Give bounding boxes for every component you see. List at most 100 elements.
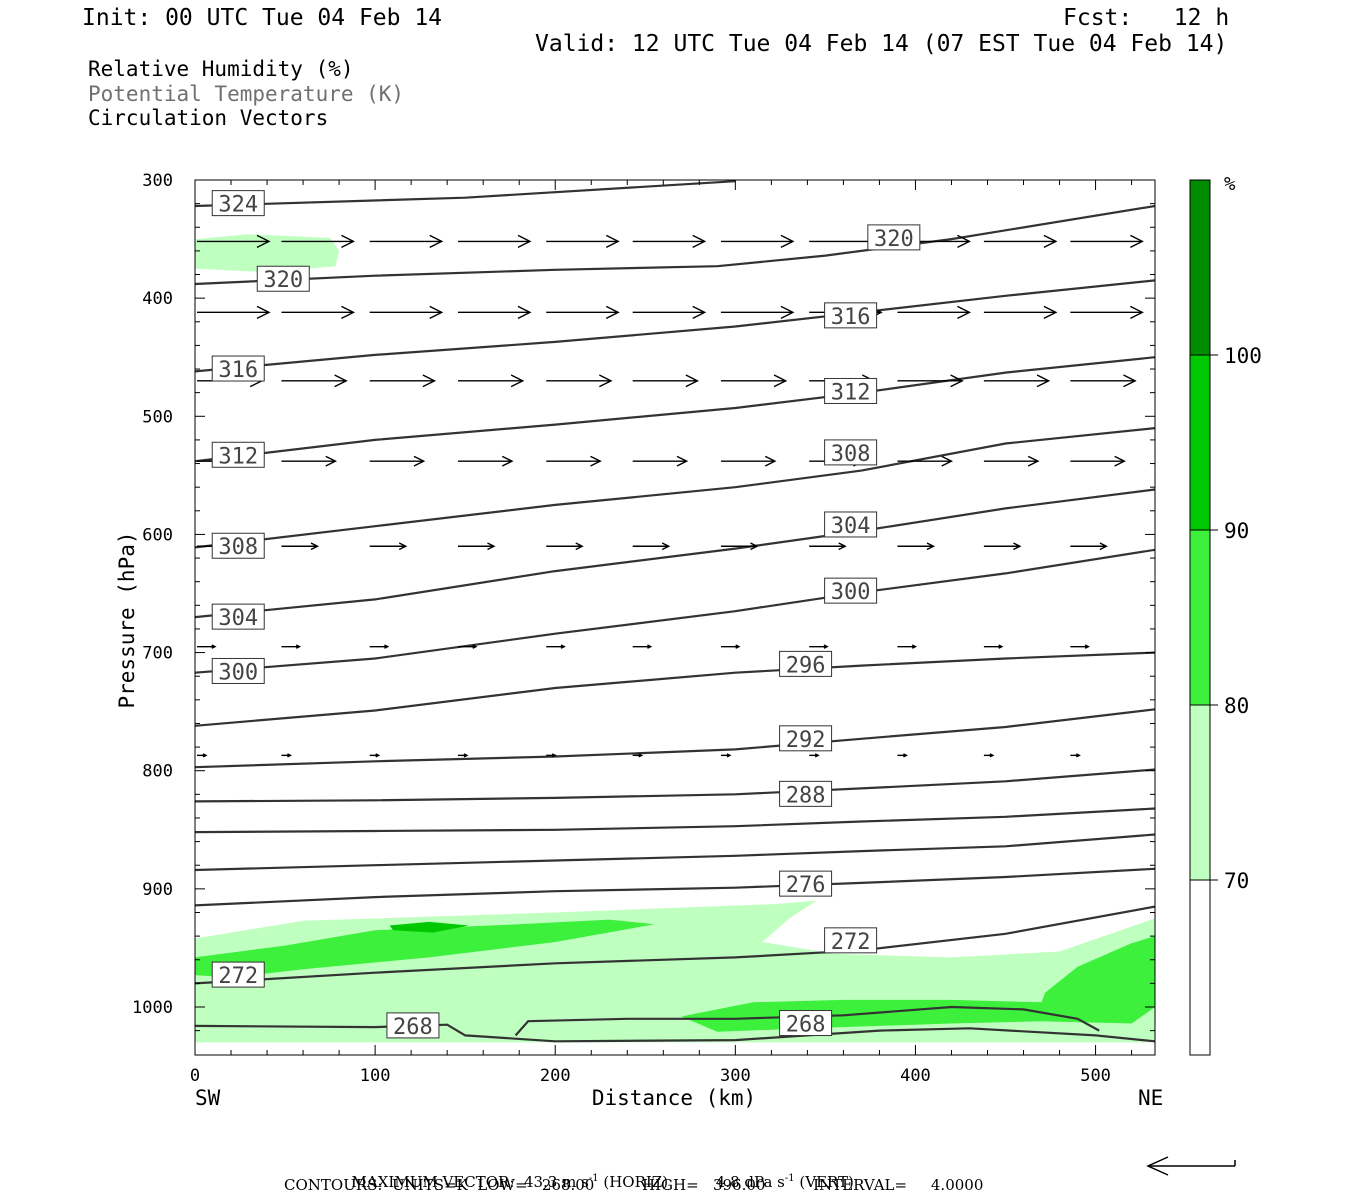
max-vector-horiz-tag: (HORIZ) bbox=[603, 1173, 669, 1191]
ne-end-label: NE bbox=[1138, 1086, 1163, 1110]
vector-head bbox=[256, 234, 271, 249]
colorbar-segment-100 bbox=[1190, 180, 1210, 355]
vector-arrow bbox=[632, 644, 653, 649]
vector-head bbox=[287, 753, 293, 758]
contour-label-304-5b: 304 bbox=[824, 511, 878, 539]
contour-label-text: 324 bbox=[218, 193, 258, 218]
potential-temperature-contours bbox=[195, 180, 1155, 1043]
theta-contour-276 bbox=[195, 867, 1155, 907]
max-vector-vert-unit: dPa s bbox=[744, 1173, 785, 1191]
contour-label-text: 316 bbox=[218, 358, 258, 383]
vector-head bbox=[1114, 455, 1126, 467]
y-tick-label: 600 bbox=[142, 525, 173, 545]
vector-arrow bbox=[632, 542, 671, 551]
y-tick-label: 1000 bbox=[132, 998, 173, 1018]
contour-label-text: 268 bbox=[393, 1015, 433, 1040]
vector-arrow bbox=[281, 753, 293, 758]
contour-label-296-7a: 296 bbox=[779, 650, 833, 678]
y-tick-label: 500 bbox=[142, 407, 173, 427]
vector-head bbox=[325, 455, 338, 467]
vector-head bbox=[599, 374, 613, 388]
theta-contour-304 bbox=[195, 488, 1155, 619]
contour-label-box bbox=[824, 577, 878, 604]
contour-label-text: 268 bbox=[786, 1013, 826, 1038]
x-tick-label: 0 bbox=[190, 1066, 200, 1086]
vector-head bbox=[1027, 455, 1040, 467]
theta-contour-324 bbox=[195, 180, 736, 208]
vector-arrow bbox=[983, 753, 995, 758]
vector-arrow bbox=[720, 455, 777, 467]
contour-label-box bbox=[779, 725, 833, 752]
contour-label-320-1a: 320 bbox=[256, 265, 310, 293]
vector-arrow bbox=[281, 234, 356, 249]
y-tick-label: 400 bbox=[142, 289, 173, 309]
vector-arrow bbox=[983, 374, 1051, 388]
vector-arrow bbox=[1070, 234, 1144, 249]
contour-label-text: 292 bbox=[786, 728, 826, 753]
x-tick-label: 400 bbox=[900, 1066, 931, 1086]
colorbar-tick-label: 90 bbox=[1224, 519, 1249, 543]
vector-arrow bbox=[1070, 305, 1144, 319]
vector-arrow bbox=[632, 305, 707, 319]
theta-contour-316 bbox=[195, 279, 1155, 373]
vector-head bbox=[590, 455, 602, 467]
vector-arrow bbox=[897, 542, 936, 551]
vector-arrow bbox=[281, 542, 320, 551]
vector-arrow bbox=[720, 374, 788, 388]
vector-arrow bbox=[897, 374, 964, 388]
vector-head bbox=[926, 542, 936, 551]
vector-head bbox=[463, 753, 469, 758]
contour-label-box bbox=[779, 780, 833, 807]
vector-head bbox=[941, 455, 954, 467]
vector-arrow bbox=[281, 644, 302, 649]
vector-arrow bbox=[369, 644, 390, 649]
vector-arrow bbox=[897, 305, 972, 319]
contour-label-312-3b: 312 bbox=[824, 377, 878, 405]
vector-arrow bbox=[632, 753, 644, 758]
contour-label-300-6b: 300 bbox=[824, 577, 878, 605]
vector-arrow bbox=[546, 644, 566, 649]
vector-head bbox=[750, 542, 759, 551]
contour-label-316-2a: 316 bbox=[211, 355, 265, 383]
max-vector-vert-value: 4.8 bbox=[715, 1173, 740, 1191]
contour-label-box bbox=[824, 439, 878, 466]
theta-contour-288 bbox=[195, 768, 1155, 803]
rh-region-90-3 bbox=[389, 921, 469, 933]
vector-head bbox=[638, 753, 644, 758]
vector-head bbox=[501, 455, 514, 467]
contour-label-box bbox=[867, 224, 921, 251]
contour-label-box bbox=[211, 441, 265, 468]
x-tick-label: 100 bbox=[360, 1066, 391, 1086]
vector-arrow bbox=[369, 374, 437, 388]
x-tick-label: 500 bbox=[1080, 1066, 1111, 1086]
colorbar-tick-label: 80 bbox=[1224, 694, 1249, 718]
contours-footer: CONTOURS: UNITS=K LOW= 268.00 HIGH= 396.… bbox=[284, 1176, 984, 1194]
vector-head bbox=[957, 305, 972, 319]
y-axis-label: Pressure (hPa) bbox=[115, 531, 139, 708]
vector-head bbox=[334, 374, 348, 388]
vector-arrow bbox=[983, 455, 1040, 467]
contour-label-288-9a: 288 bbox=[779, 780, 833, 808]
vector-head bbox=[341, 305, 356, 319]
theta-contour-292 bbox=[195, 708, 1155, 769]
contour-label-text: 316 bbox=[831, 305, 871, 330]
contour-label-text: 288 bbox=[786, 783, 826, 808]
vector-arrow bbox=[546, 234, 620, 249]
vector-arrow bbox=[281, 374, 348, 388]
theta-contour-284 bbox=[195, 807, 1155, 834]
vector-head bbox=[1013, 542, 1022, 551]
vector-head bbox=[605, 305, 620, 319]
vector-arrow bbox=[369, 234, 444, 249]
vector-arrow bbox=[897, 455, 954, 467]
contour-label-308-4b: 308 bbox=[824, 439, 878, 467]
vector-arrow bbox=[720, 305, 795, 319]
contour-label-box bbox=[386, 1012, 440, 1039]
vector-arrow bbox=[720, 234, 795, 249]
y-tick-label: 900 bbox=[142, 880, 173, 900]
rh-region-80-2 bbox=[195, 919, 655, 978]
vector-head bbox=[735, 644, 741, 649]
contour-label-276-12a: 276 bbox=[779, 870, 833, 898]
colorbar-segment-70 bbox=[1190, 705, 1210, 880]
vector-head bbox=[341, 234, 356, 249]
